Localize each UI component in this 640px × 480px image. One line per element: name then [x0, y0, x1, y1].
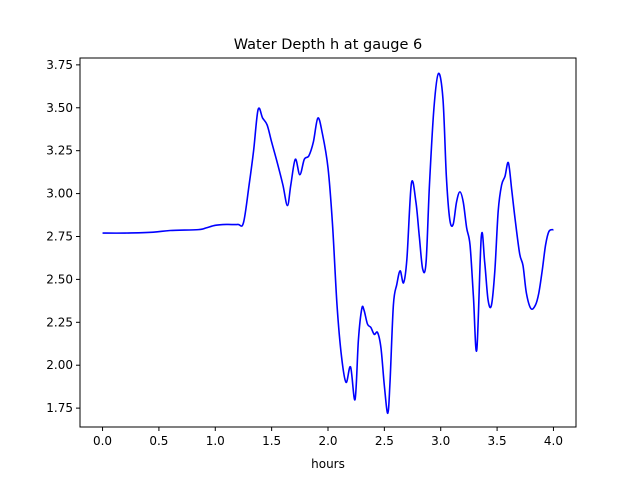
- y-tick-label: 2.50: [46, 272, 73, 286]
- x-tick-label: 0.0: [93, 434, 112, 448]
- x-tick-label: 2.5: [375, 434, 394, 448]
- x-axis-label: hours: [311, 457, 345, 471]
- plot-frame: [79, 57, 577, 428]
- y-tick-label: 3.00: [46, 187, 73, 201]
- x-tick-label: 1.0: [206, 434, 225, 448]
- y-tick-label: 2.75: [46, 229, 73, 243]
- y-tick-label: 3.25: [46, 144, 73, 158]
- series-line-0: [102, 72, 554, 415]
- x-tick-label: 3.5: [488, 434, 507, 448]
- y-axis-ticks: 1.75 2.00 2.25 2.50 2.75 3.00 3.25 3.50 3.75: [46, 58, 80, 415]
- y-tick-label: 3.75: [46, 58, 73, 72]
- x-tick-label: 1.5: [262, 434, 281, 448]
- series-layer: [102, 72, 554, 415]
- y-tick-label: 1.75: [46, 401, 73, 415]
- x-tick-label: 2.0: [318, 434, 337, 448]
- y-tick-label: 3.50: [46, 101, 73, 115]
- chart-title: Water Depth h at gauge 6: [234, 37, 422, 53]
- x-tick-label: 0.5: [149, 434, 168, 448]
- x-tick-label: 4.0: [544, 434, 563, 448]
- x-tick-label: 3.0: [431, 434, 450, 448]
- x-axis-ticks: 0.0 0.5 1.0 1.5 2.0 2.5 3.0 3.5 4.0: [93, 427, 563, 448]
- y-tick-label: 2.25: [46, 315, 73, 329]
- y-tick-label: 2.00: [46, 358, 73, 372]
